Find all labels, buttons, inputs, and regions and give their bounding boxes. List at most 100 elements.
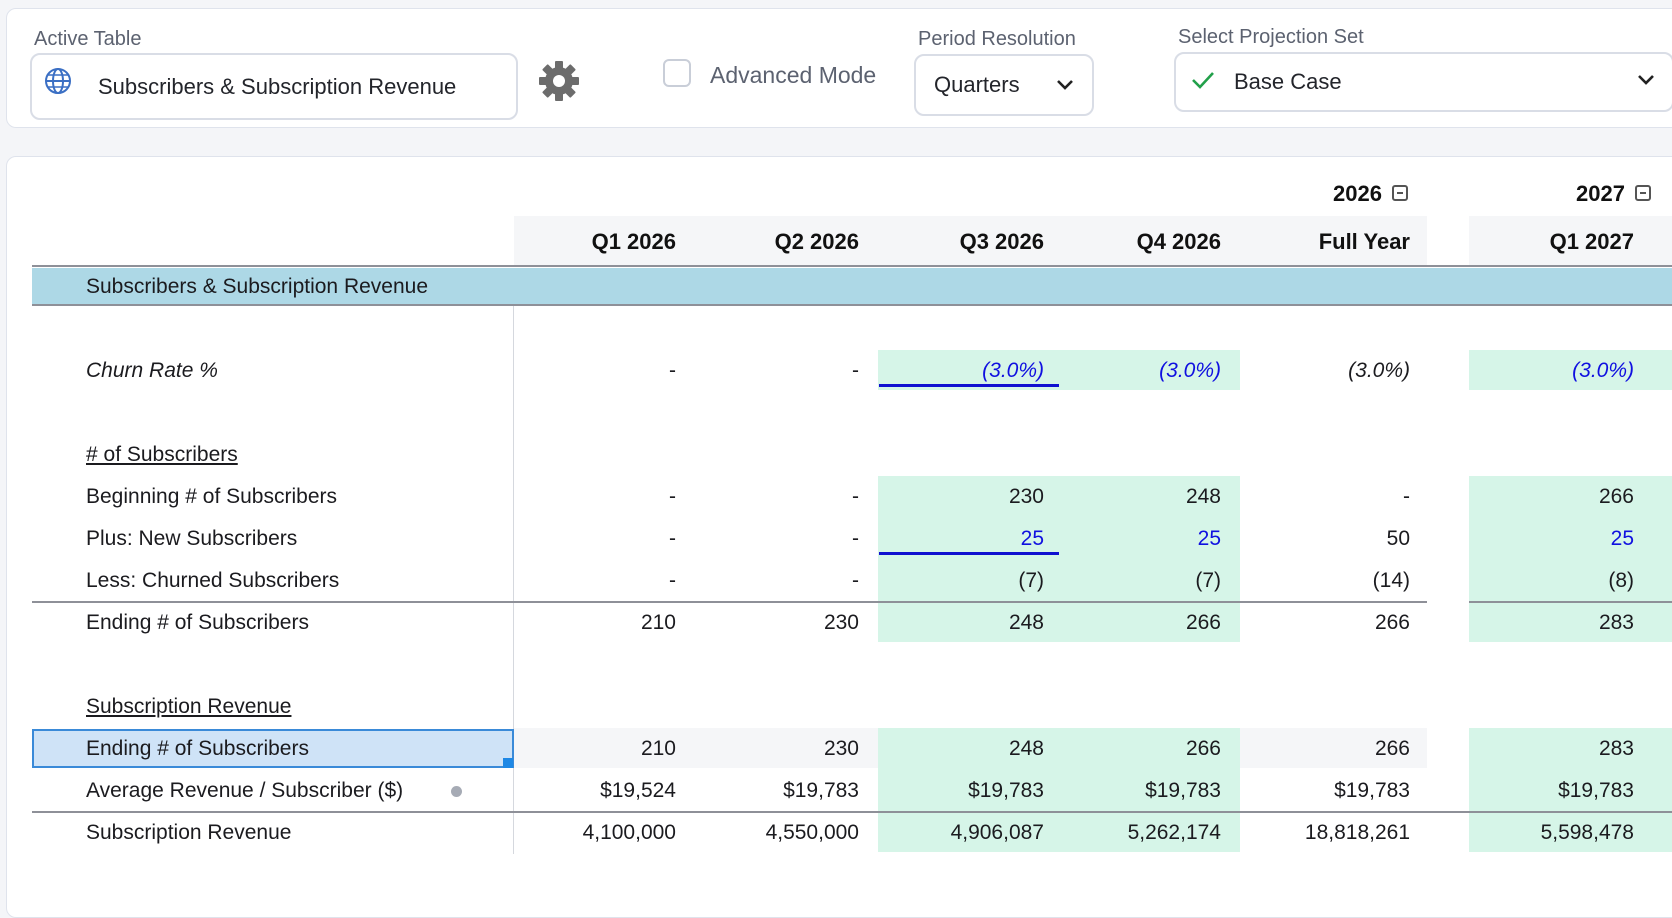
table-cell[interactable]: $19,783 <box>1558 779 1634 802</box>
row-group-subscribers: # of Subscribers <box>86 443 238 466</box>
table-cell[interactable]: 4,550,000 <box>765 821 859 844</box>
table-cell[interactable]: 210 <box>640 737 676 760</box>
gear-icon[interactable] <box>537 59 581 103</box>
row-label-ending: Ending # of Subscribers <box>86 611 309 634</box>
header-divider <box>32 265 1672 267</box>
table-cell[interactable]: 230 <box>1008 485 1044 508</box>
column-header: Q2 2026 <box>774 229 859 254</box>
period-resolution-select[interactable]: Quarters <box>914 54 1094 116</box>
table-cell[interactable]: (3.0%) <box>1348 359 1410 382</box>
dot-icon[interactable] <box>451 786 462 797</box>
collapse-icon[interactable] <box>1635 185 1651 201</box>
advanced-mode-label: Advanced Mode <box>710 62 877 88</box>
active-table-value: Subscribers & Subscription Revenue <box>98 73 457 99</box>
row-label-churn-rate: Churn Rate % <box>86 359 218 382</box>
row-band <box>1240 728 1427 768</box>
table-cell[interactable]: - <box>669 359 676 382</box>
column-header: Q4 2026 <box>1136 229 1221 254</box>
table-cell[interactable]: 266 <box>1185 611 1221 634</box>
table-cell[interactable]: 230 <box>823 611 859 634</box>
total-divider <box>32 601 1427 603</box>
table-cell[interactable]: - <box>669 485 676 508</box>
fill-handle[interactable] <box>503 758 513 768</box>
table-cell[interactable]: - <box>852 527 859 550</box>
input-cell[interactable]: 25 <box>1197 527 1221 550</box>
table-cell[interactable]: 230 <box>823 737 859 760</box>
column-header-band <box>514 216 1427 266</box>
active-table-select[interactable]: Subscribers & Subscription Revenue <box>30 53 518 120</box>
row-label-beginning: Beginning # of Subscribers <box>86 485 337 508</box>
table-cell[interactable]: $19,783 <box>1145 779 1221 802</box>
table-cell[interactable]: 266 <box>1374 737 1410 760</box>
input-cells <box>1469 350 1672 390</box>
input-cell[interactable]: (3.0%) <box>1572 359 1634 382</box>
row-label-ending-revenue: Ending # of Subscribers <box>86 737 309 760</box>
chevron-down-icon <box>1638 75 1654 85</box>
column-header: Q1 2026 <box>591 229 676 254</box>
table-cell[interactable]: - <box>852 485 859 508</box>
input-cells <box>1469 476 1672 642</box>
table-cell[interactable]: - <box>852 569 859 592</box>
input-cells <box>1469 728 1672 852</box>
table-cell[interactable]: $19,783 <box>1334 779 1410 802</box>
active-table-label: Active Table <box>34 28 142 50</box>
total-divider <box>1469 601 1672 603</box>
advanced-mode-checkbox[interactable] <box>663 59 691 87</box>
table-cell[interactable]: 266 <box>1374 611 1410 634</box>
table-cell[interactable]: (7) <box>1018 569 1044 592</box>
table-cell[interactable]: $19,524 <box>600 779 676 802</box>
table-cell[interactable]: (8) <box>1608 569 1634 592</box>
table-cell[interactable]: 50 <box>1386 527 1410 550</box>
section-band <box>32 268 1672 304</box>
table-cell[interactable]: 4,100,000 <box>582 821 676 844</box>
input-cells <box>878 350 1240 390</box>
table-cell[interactable]: 210 <box>640 611 676 634</box>
year-header-2026: 2026 <box>1333 181 1382 206</box>
label-column-divider <box>513 306 514 854</box>
row-label-arps: Average Revenue / Subscriber ($) <box>86 779 404 802</box>
table-cell[interactable]: 283 <box>1598 611 1634 634</box>
table-cell[interactable]: 248 <box>1008 611 1044 634</box>
table-cell[interactable]: - <box>669 569 676 592</box>
table-cell[interactable]: $19,783 <box>783 779 859 802</box>
period-resolution-label: Period Resolution <box>918 28 1076 50</box>
chevron-down-icon <box>1057 80 1073 90</box>
period-resolution-value: Quarters <box>934 72 1020 97</box>
row-label-new-subscribers: Plus: New Subscribers <box>86 527 298 550</box>
table-cell[interactable]: $19,783 <box>968 779 1044 802</box>
table-cell[interactable]: (7) <box>1195 569 1221 592</box>
column-header: Q3 2026 <box>959 229 1044 254</box>
table-cell[interactable]: 5,262,174 <box>1127 821 1221 844</box>
input-underline <box>879 552 1059 555</box>
row-label-subscription-revenue: Subscription Revenue <box>86 821 292 844</box>
row-label-churned: Less: Churned Subscribers <box>86 569 340 592</box>
selected-cell[interactable] <box>32 729 514 768</box>
total-divider <box>32 811 1672 813</box>
input-cells <box>878 476 1240 642</box>
projection-set-value: Base Case <box>1234 69 1342 94</box>
column-header: Full Year <box>1318 229 1410 254</box>
input-cell[interactable]: (3.0%) <box>982 359 1044 382</box>
table-cell[interactable]: 248 <box>1008 737 1044 760</box>
table-cell[interactable]: 266 <box>1185 737 1221 760</box>
table-cell[interactable]: (14) <box>1372 569 1410 592</box>
input-cell[interactable]: 25 <box>1020 527 1044 550</box>
table-cell[interactable]: 283 <box>1598 737 1634 760</box>
table-cell[interactable]: - <box>669 527 676 550</box>
projection-set-select[interactable]: Base Case <box>1174 52 1672 112</box>
table-cell[interactable]: 4,906,087 <box>950 821 1044 844</box>
table-cell[interactable]: 18,818,261 <box>1304 821 1410 844</box>
table-cell[interactable]: - <box>852 359 859 382</box>
collapse-icon[interactable] <box>1392 185 1408 201</box>
row-band <box>514 728 878 768</box>
table-cell[interactable]: 5,598,478 <box>1540 821 1634 844</box>
input-cells <box>878 728 1240 852</box>
column-header: Q1 2027 <box>1549 229 1634 254</box>
input-cell[interactable]: 25 <box>1610 527 1634 550</box>
table-cell[interactable]: - <box>1403 485 1410 508</box>
table-cell[interactable]: 266 <box>1598 485 1634 508</box>
year-header-2027: 2027 <box>1576 181 1625 206</box>
input-cell[interactable]: (3.0%) <box>1159 359 1221 382</box>
column-header-band <box>1469 216 1672 266</box>
table-cell[interactable]: 248 <box>1185 485 1221 508</box>
